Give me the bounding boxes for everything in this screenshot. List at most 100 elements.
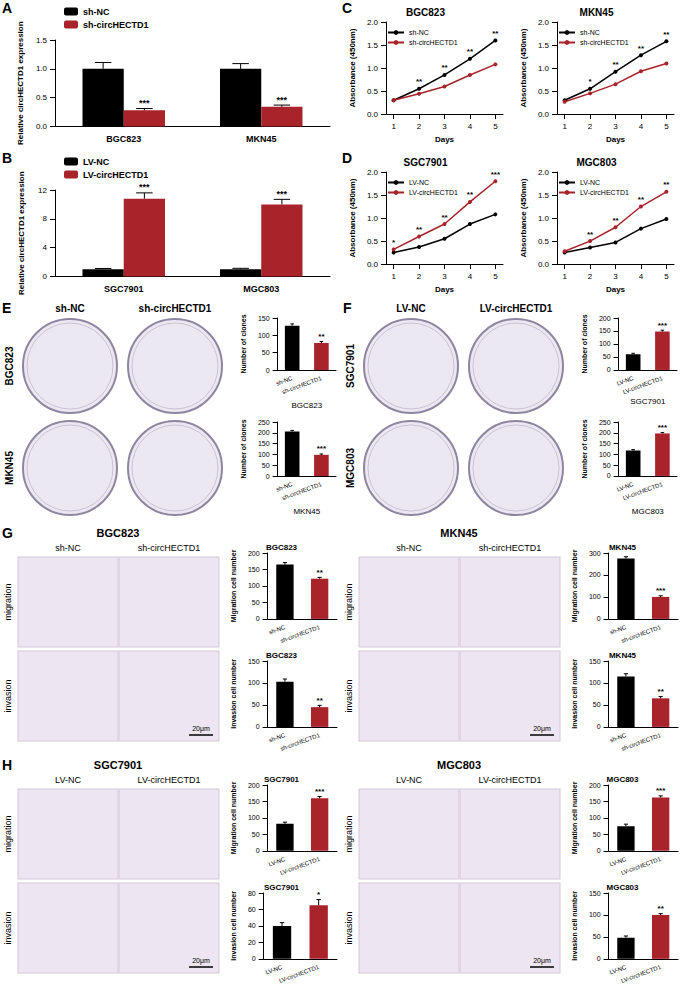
svg-text:**: ** xyxy=(416,77,423,86)
svg-text:5: 5 xyxy=(493,122,498,131)
svg-text:LV-circHECTD1: LV-circHECTD1 xyxy=(409,189,458,196)
svg-text:BGC823: BGC823 xyxy=(106,134,141,144)
svg-text:migration: migration xyxy=(3,583,13,620)
svg-text:60: 60 xyxy=(248,906,256,913)
svg-text:150: 150 xyxy=(589,890,601,897)
svg-text:MGC803: MGC803 xyxy=(576,157,616,168)
svg-text:**: ** xyxy=(467,190,474,199)
svg-text:**: ** xyxy=(612,216,619,225)
svg-text:100: 100 xyxy=(258,332,270,339)
svg-text:LV-NC: LV-NC xyxy=(83,157,110,167)
svg-text:3: 3 xyxy=(613,272,618,281)
svg-text:3: 3 xyxy=(442,272,447,281)
svg-text:Days: Days xyxy=(606,135,626,144)
svg-text:0: 0 xyxy=(256,615,260,622)
svg-text:0.0: 0.0 xyxy=(367,110,379,119)
svg-text:Number of clones: Number of clones xyxy=(581,419,588,478)
svg-text:LV-NC: LV-NC xyxy=(396,303,425,314)
svg-text:20μm: 20μm xyxy=(192,725,210,733)
svg-text:Number of clones: Number of clones xyxy=(581,314,588,373)
svg-text:**: ** xyxy=(441,213,448,222)
svg-text:sh-NC: sh-NC xyxy=(83,7,110,17)
svg-text:sh-NC: sh-NC xyxy=(609,732,628,744)
svg-text:LV-circHECTD1: LV-circHECTD1 xyxy=(83,170,148,180)
svg-text:LV-NC: LV-NC xyxy=(55,775,81,785)
svg-text:LV-circHECTD1: LV-circHECTD1 xyxy=(622,481,664,501)
svg-text:invasion: invasion xyxy=(344,911,354,944)
svg-text:migration: migration xyxy=(344,583,354,620)
svg-text:50: 50 xyxy=(252,599,260,606)
svg-text:sh-NC: sh-NC xyxy=(409,29,429,36)
svg-text:LV-circHECTD1: LV-circHECTD1 xyxy=(480,303,553,314)
svg-text:200: 200 xyxy=(589,571,601,578)
svg-text:2: 2 xyxy=(417,122,422,131)
svg-text:200: 200 xyxy=(589,782,601,789)
svg-text:2.0: 2.0 xyxy=(538,18,550,27)
svg-text:**: ** xyxy=(658,687,665,696)
svg-text:1.0: 1.0 xyxy=(36,64,48,73)
svg-text:C: C xyxy=(342,0,352,16)
svg-text:SGC7901: SGC7901 xyxy=(104,284,144,294)
svg-text:Migration cell number: Migration cell number xyxy=(230,781,238,854)
svg-text:2: 2 xyxy=(588,272,593,281)
svg-text:0: 0 xyxy=(252,955,256,962)
svg-text:Migration cell number: Migration cell number xyxy=(230,549,238,622)
svg-text:50: 50 xyxy=(593,701,601,708)
svg-text:BGC823: BGC823 xyxy=(406,7,445,18)
svg-text:0: 0 xyxy=(597,723,601,730)
svg-text:0: 0 xyxy=(607,472,611,479)
svg-text:sh-circHECTD1: sh-circHECTD1 xyxy=(138,543,201,553)
svg-text:8: 8 xyxy=(43,214,48,223)
svg-text:200: 200 xyxy=(599,429,611,436)
svg-text:sh-NC: sh-NC xyxy=(55,543,81,553)
svg-text:***: *** xyxy=(139,182,150,192)
svg-text:sh-circHECTD1: sh-circHECTD1 xyxy=(281,375,323,395)
svg-text:0.0: 0.0 xyxy=(367,260,379,269)
svg-text:50: 50 xyxy=(262,462,270,469)
svg-text:2: 2 xyxy=(588,122,593,131)
svg-text:1.5: 1.5 xyxy=(538,191,550,200)
svg-text:MGC803: MGC803 xyxy=(345,448,356,488)
svg-text:0.5: 0.5 xyxy=(367,87,379,96)
svg-text:LV-NC: LV-NC xyxy=(609,856,628,868)
svg-text:50: 50 xyxy=(603,353,611,360)
svg-text:LV-circHECTD1: LV-circHECTD1 xyxy=(279,856,321,876)
svg-text:***: *** xyxy=(658,321,668,330)
svg-text:*: * xyxy=(317,890,321,899)
svg-text:4: 4 xyxy=(639,122,644,131)
svg-text:***: *** xyxy=(139,98,150,108)
svg-text:LV-NC: LV-NC xyxy=(580,179,600,186)
svg-text:0.5: 0.5 xyxy=(36,93,48,102)
svg-text:5: 5 xyxy=(664,122,669,131)
svg-text:LV-circHECTD1: LV-circHECTD1 xyxy=(580,189,629,196)
svg-text:LV-circHECTD1: LV-circHECTD1 xyxy=(138,775,201,785)
svg-text:4: 4 xyxy=(43,243,48,252)
svg-text:50: 50 xyxy=(252,701,260,708)
svg-text:100: 100 xyxy=(599,451,611,458)
svg-text:0: 0 xyxy=(256,847,260,854)
svg-text:***: *** xyxy=(656,786,666,795)
svg-text:SGC7901: SGC7901 xyxy=(264,775,300,784)
svg-text:sh-circHECTD1: sh-circHECTD1 xyxy=(580,39,629,46)
svg-text:***: *** xyxy=(656,586,666,595)
svg-text:**: ** xyxy=(638,195,645,204)
svg-text:**: ** xyxy=(416,225,423,234)
svg-text:1.0: 1.0 xyxy=(538,64,550,73)
svg-text:**: ** xyxy=(317,696,324,705)
svg-text:LV-NC: LV-NC xyxy=(609,964,628,976)
svg-text:20μm: 20μm xyxy=(192,957,210,965)
svg-text:**: ** xyxy=(663,30,670,39)
svg-text:**: ** xyxy=(638,44,645,53)
svg-text:migration: migration xyxy=(344,815,354,852)
svg-text:SGC7901: SGC7901 xyxy=(404,157,448,168)
svg-text:0: 0 xyxy=(43,272,48,281)
svg-text:100: 100 xyxy=(248,679,260,686)
svg-text:**: ** xyxy=(612,60,619,69)
svg-text:A: A xyxy=(2,0,12,16)
svg-text:0: 0 xyxy=(266,473,270,480)
svg-text:0.5: 0.5 xyxy=(538,237,550,246)
svg-text:MGC803: MGC803 xyxy=(606,883,639,892)
svg-text:MKN45: MKN45 xyxy=(609,543,637,552)
svg-text:0.0: 0.0 xyxy=(36,122,48,131)
svg-text:150: 150 xyxy=(248,658,260,665)
